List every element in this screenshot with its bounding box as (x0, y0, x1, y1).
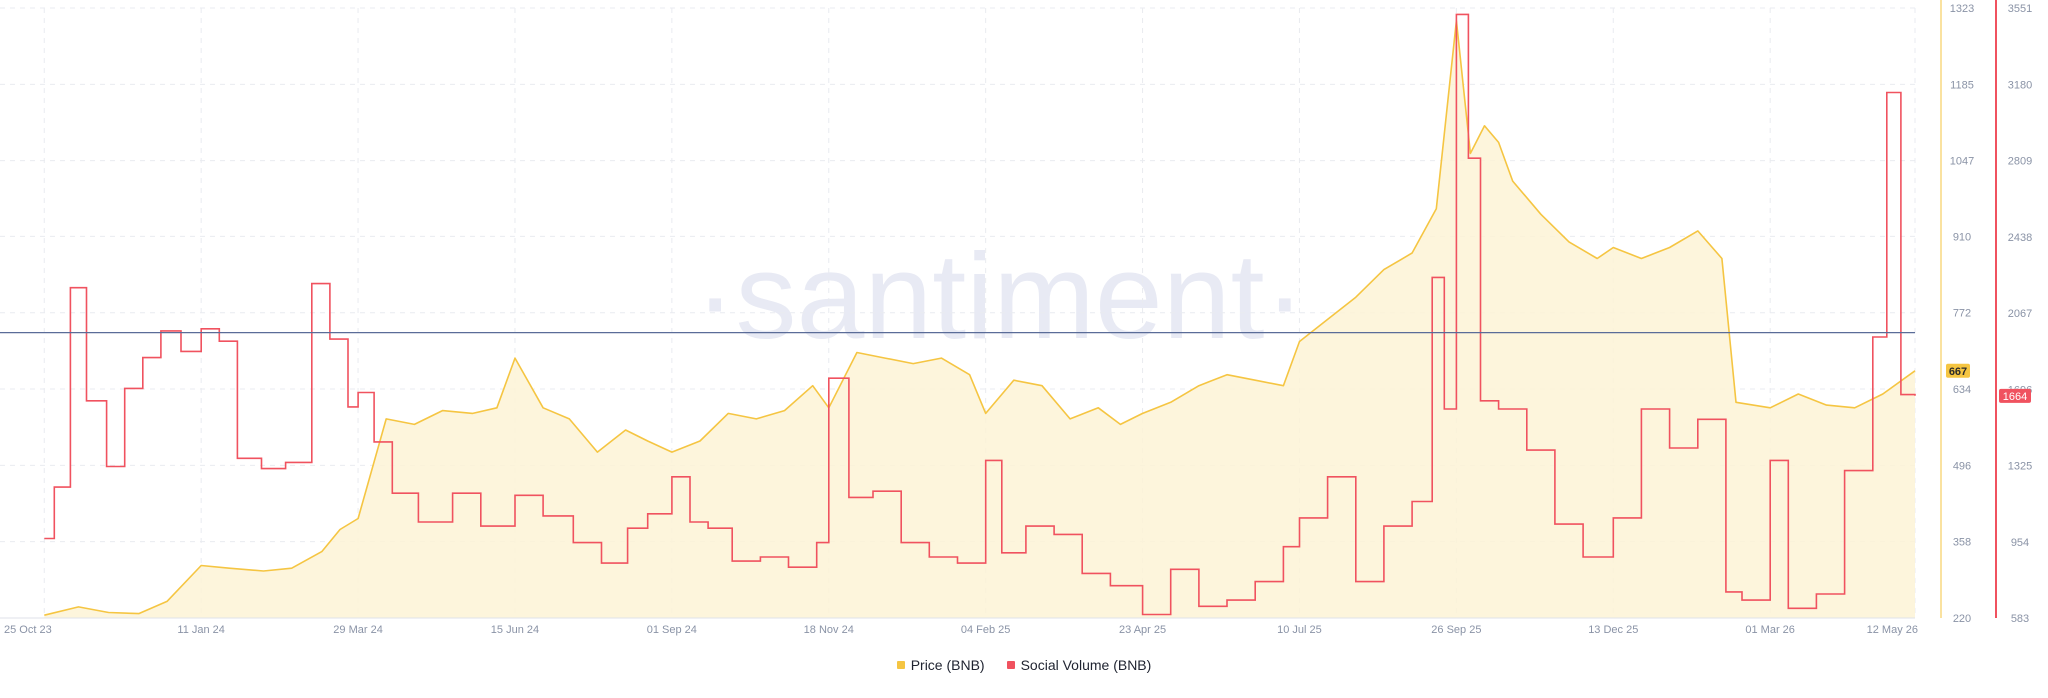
legend-label-social-volume: Social Volume (BNB) (1020, 657, 1152, 673)
x-tick-label: 29 Mar 24 (333, 624, 383, 636)
price-tick-label: 1185 (1950, 79, 1974, 91)
x-tick-label: 26 Sep 25 (1431, 624, 1481, 636)
legend-swatch-price (896, 661, 905, 669)
social-volume-tick-label: 583 (2011, 613, 2029, 625)
x-tick-label: 25 Oct 23 (4, 624, 52, 636)
watermark: ·santiment· (695, 228, 1305, 364)
price-axis-tick-labels: 1323 1185 1047 910 772 634 496 358 220 (1950, 3, 1974, 625)
social-axis-tick-labels: 3551318028092438206716961325954583 (2008, 3, 2032, 625)
price-series-line (44, 19, 1916, 616)
social-volume-series-line (44, 13, 1916, 616)
price-line-group (44, 19, 1916, 616)
x-tick-label: 18 Nov 24 (804, 624, 854, 636)
price-tick-label: 910 (1953, 231, 1971, 243)
social-line-group (44, 13, 1916, 616)
x-tick-label: 15 Jun 24 (491, 624, 539, 636)
x-tick-label: 23 Apr 25 (1119, 624, 1166, 636)
legend-item-price[interactable]: Price (BNB) (896, 657, 985, 673)
x-tick-label: 13 Dec 25 (1588, 624, 1638, 636)
current-social-volume-badge (1999, 388, 2031, 403)
x-tick-label: 01 Mar 26 (1745, 624, 1795, 636)
social-volume-tick-label: 3180 (2008, 79, 2032, 91)
current-social-volume-badge-label: 1664 (2003, 391, 2027, 403)
price-area (44, 20, 1915, 618)
legend: Price (BNB) Social Volume (BNB) (0, 657, 2048, 673)
social-volume-tick-label: 2067 (2008, 308, 2032, 320)
x-tick-label: 12 May 26 (1867, 624, 1918, 636)
x-tick-label: 10 Jul 25 (1277, 624, 1322, 636)
price-area-group (44, 20, 1915, 618)
social-volume-tick-label: 1325 (2008, 461, 2032, 473)
legend-item-social-volume[interactable]: Social Volume (BNB) (1006, 657, 1152, 673)
social-volume-tick-label: 954 (2011, 537, 2029, 549)
price-tick-label: 220 (1953, 613, 1971, 625)
social-volume-tick-label: 3551 (2008, 3, 2032, 15)
current-value-badges: 667 1664 (1946, 363, 2031, 403)
current-price-badge-label: 667 (1949, 366, 1967, 378)
x-tick-label: 11 Jan 24 (177, 624, 225, 636)
legend-swatch-social-volume (1006, 661, 1015, 669)
price-tick-label: 634 (1953, 384, 1971, 396)
price-tick-label: 496 (1953, 460, 1971, 472)
x-tick-label: 04 Feb 25 (961, 624, 1011, 636)
x-tick-label: 01 Sep 24 (647, 624, 697, 636)
price-tick-label: 1047 (1950, 156, 1974, 168)
axes-group (0, 0, 1997, 619)
price-tick-label: 1323 (1950, 3, 1974, 15)
price-tick-label: 772 (1953, 308, 1971, 320)
price-tick-label: 358 (1953, 537, 1971, 549)
x-tick-labels: 25 Oct 23 11 Jan 24 29 Mar 24 15 Jun 24 01 S… (4, 624, 1918, 636)
legend-label-price: Price (BNB) (910, 657, 985, 673)
social-volume-tick-label: 2809 (2008, 156, 2032, 168)
social-volume-tick-label: 2438 (2008, 232, 2032, 244)
current-price-badge (1946, 363, 1970, 378)
